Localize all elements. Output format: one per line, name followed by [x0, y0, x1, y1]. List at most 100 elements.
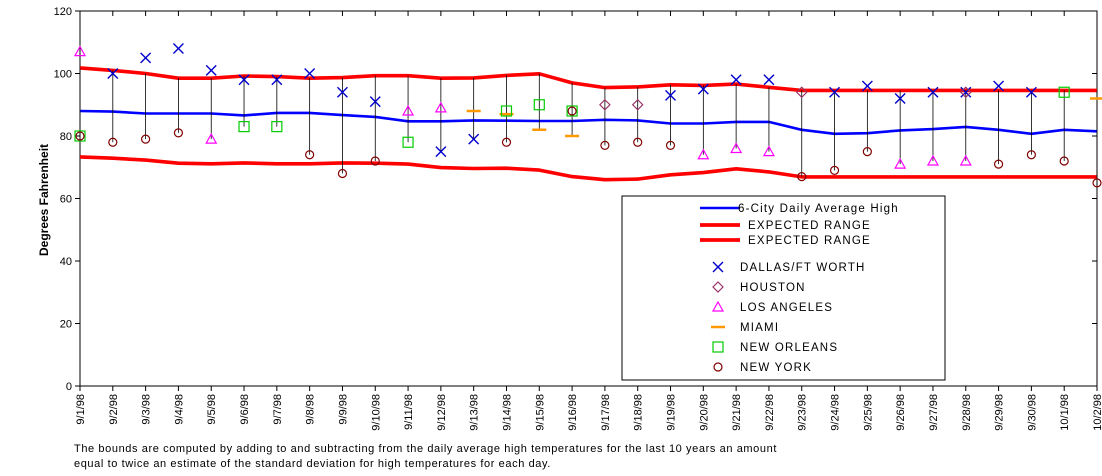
marker-dallas-ft-worth [107, 68, 119, 79]
marker-new-york [305, 150, 315, 160]
x-tick-label: 10/2/98 [1092, 394, 1102, 431]
marker-dallas-ft-worth [894, 93, 906, 104]
x-tick-label: 9/5/98 [206, 394, 218, 425]
marker-los-angeles [926, 154, 939, 166]
marker-dallas-ft-worth [927, 86, 939, 98]
x-tick-label: 9/27/98 [928, 394, 940, 431]
marker-los-angeles [697, 148, 710, 160]
x-tick-label: 9/2/98 [108, 394, 120, 425]
legend-swatch [712, 261, 724, 273]
marker-dallas-ft-worth [369, 96, 381, 108]
legend-swatch [712, 341, 724, 353]
footnote-line-2: equal to twice an estimate of the standa… [74, 458, 551, 470]
marker-dallas-ft-worth [730, 74, 742, 86]
marker-dallas-ft-worth [140, 52, 152, 64]
y-tick-label: 20 [60, 319, 72, 331]
marker-new-york [797, 172, 807, 182]
x-tick-label: 9/26/98 [895, 394, 907, 431]
footnote: The bounds are computed by adding to and… [74, 442, 1074, 472]
marker-los-angeles [959, 154, 972, 166]
marker-los-angeles [205, 132, 218, 144]
marker-new-york [633, 137, 643, 147]
y-axis-label: Degrees Fahrenheit [37, 144, 51, 256]
x-tick-label: 9/14/98 [501, 394, 513, 431]
legend-item-expected-range: EXPECTED RANGE [700, 220, 870, 232]
legend-label: MIAMI [740, 322, 779, 334]
marker-dallas-ft-worth [763, 74, 775, 86]
x-tick-label: 9/9/98 [337, 394, 349, 425]
y-tick-label: 60 [60, 194, 72, 206]
legend-label: EXPECTED RANGE [748, 235, 871, 247]
legend-label: NEW YORK [740, 362, 812, 374]
marker-dallas-ft-worth [829, 86, 841, 98]
marker-new-york [1092, 178, 1102, 188]
x-tick-label: 9/6/98 [239, 394, 251, 425]
legend-item-dallas-ft-worth: DALLAS/FT WORTH [712, 261, 864, 274]
marker-new-orleans [533, 99, 545, 111]
legend-item-miami: MIAMI [711, 322, 779, 334]
legend-label: HOUSTON [740, 282, 806, 294]
marker-new-york [567, 106, 577, 116]
x-tick-label: 9/29/98 [994, 394, 1006, 431]
marker-new-york [829, 165, 840, 175]
x-tick-label: 9/25/98 [862, 394, 874, 431]
x-tick-label: 9/21/98 [731, 394, 743, 431]
marker-dallas-ft-worth [271, 74, 283, 86]
marker-new-york [665, 140, 676, 150]
x-tick-label: 9/12/98 [436, 394, 448, 431]
legend-label: 6-City Daily Average High [738, 203, 899, 215]
marker-los-angeles [730, 142, 743, 154]
x-tick-label: 9/13/98 [469, 394, 481, 431]
marker-new-york [370, 156, 380, 166]
x-tick-label: 9/24/98 [830, 394, 842, 431]
x-tick-label: 9/8/98 [305, 394, 317, 425]
x-tick-label: 9/4/98 [173, 394, 185, 425]
axes: 0 20 40 60 80 100 120 9/1/98 9/2/98 9/3/98 9/4/98 9… [54, 6, 1102, 431]
marker-dallas-ft-worth [435, 146, 447, 158]
marker-new-york [501, 137, 512, 147]
marker-new-york [1059, 156, 1069, 166]
x-tick-label: 9/15/98 [534, 394, 546, 431]
marker-houston [599, 98, 611, 111]
series-line-6-city-daily-average-high-0 [79, 109, 1098, 136]
marker-los-angeles [402, 104, 415, 116]
marker-new-york [173, 128, 184, 138]
series-lines [79, 66, 1098, 182]
marker-dallas-ft-worth [336, 86, 348, 98]
marker-houston [795, 86, 808, 99]
x-tick-label: 9/30/98 [1026, 394, 1038, 431]
x-tick-label: 9/23/98 [797, 394, 809, 431]
series-line-expected-range-1 [79, 66, 1097, 93]
marker-new-orleans [1058, 86, 1070, 98]
x-tick-label: 9/11/98 [403, 394, 415, 430]
legend-item-expected-range: EXPECTED RANGE [700, 235, 871, 247]
marker-dallas-ft-worth [172, 43, 184, 54]
legend-item-los-angeles: LOS ANGELES [711, 300, 833, 314]
y-tick-label: 80 [60, 131, 72, 143]
marker-new-york [862, 147, 872, 157]
legend-item-new-orleans: NEW ORLEANS [712, 341, 838, 354]
x-tick-label: 9/1/98 [75, 394, 87, 425]
x-tick-label: 9/3/98 [141, 394, 153, 425]
x-tick-label: 9/28/98 [961, 394, 973, 431]
x-tick-label: 9/17/98 [600, 394, 612, 431]
marker-dallas-ft-worth [1025, 86, 1037, 98]
marker-los-angeles [762, 145, 775, 157]
marker-dallas-ft-worth [468, 133, 480, 145]
legend-item-houston: HOUSTON [712, 281, 806, 294]
legend-label: NEW ORLEANS [740, 342, 838, 354]
legend-label: LOS ANGELES [740, 302, 833, 314]
marker-los-angeles [894, 157, 907, 169]
marker-dallas-ft-worth [993, 80, 1005, 92]
series-line-expected-range-2 [79, 155, 1097, 182]
marker-new-york [993, 159, 1004, 169]
x-tick-label: 9/10/98 [370, 394, 382, 431]
x-tick-label: 9/16/98 [567, 394, 579, 431]
legend-box [621, 195, 946, 381]
marker-new-orleans [271, 121, 283, 133]
marker-new-orleans [74, 130, 86, 142]
marker-dallas-ft-worth [665, 89, 677, 101]
legend-swatch [712, 281, 724, 293]
